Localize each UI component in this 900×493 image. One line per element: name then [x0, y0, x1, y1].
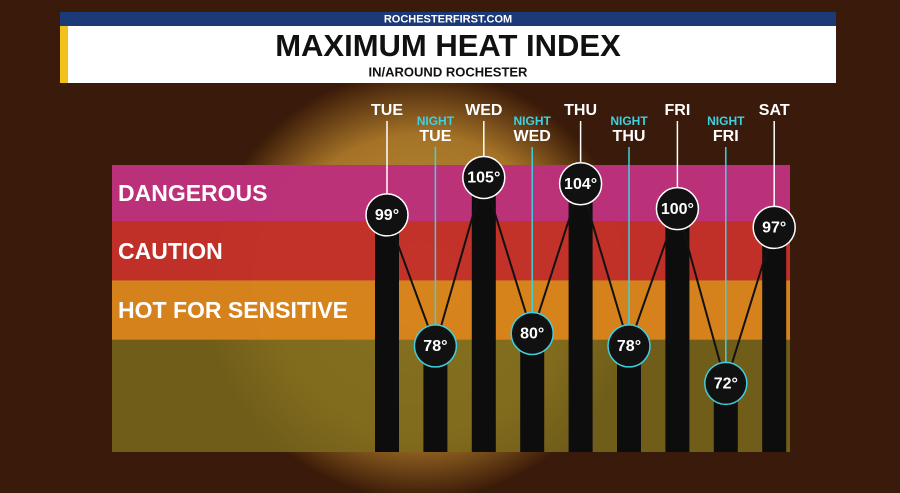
- value-marker: [365, 193, 409, 237]
- value-marker: [704, 361, 748, 406]
- bar: [375, 214, 399, 452]
- bar: [471, 177, 496, 452]
- value-marker: [752, 205, 796, 250]
- value-label: 100°: [661, 201, 694, 218]
- value-label: 104°: [564, 176, 597, 193]
- bar: [762, 227, 787, 452]
- bar: [568, 183, 593, 452]
- x-tick-label: WED: [465, 102, 502, 119]
- value-label: 105°: [467, 170, 500, 187]
- value-marker: [655, 186, 700, 231]
- night-label: NIGHT: [610, 114, 648, 128]
- bar: [665, 208, 690, 452]
- x-tick-label: TUE: [419, 128, 451, 145]
- night-label: NIGHT: [417, 114, 455, 128]
- value-label: 80°: [520, 326, 544, 343]
- value-marker: [607, 324, 651, 368]
- source: ROCHESTERFIRST.COM: [384, 13, 512, 25]
- x-tick-label: SAT: [759, 102, 790, 119]
- zone-label: CAUTION: [118, 238, 223, 264]
- title-box: [60, 26, 836, 83]
- value-label: 99°: [375, 207, 399, 224]
- value-label: 78°: [617, 338, 641, 355]
- header-bar: [60, 12, 836, 26]
- value-label: 72°: [714, 376, 738, 393]
- value-marker: [510, 311, 554, 356]
- x-tick-label: WED: [514, 128, 551, 145]
- x-tick-label: FRI: [713, 128, 739, 145]
- x-tick-label: FRI: [665, 102, 691, 119]
- chart-subtitle: IN/AROUND ROCHESTER: [369, 64, 529, 79]
- accent: [60, 26, 68, 83]
- x-tick-label: TUE: [371, 102, 403, 119]
- value-marker: [413, 324, 458, 368]
- zone-label: HOT FOR SENSITIVE: [118, 297, 348, 323]
- chart-title: MAXIMUM HEAT INDEX: [275, 28, 621, 63]
- zone-label: DANGEROUS: [118, 180, 268, 206]
- value-label: 78°: [423, 338, 447, 355]
- value-marker: [558, 161, 603, 206]
- value-label: 97°: [762, 220, 786, 237]
- night-label: NIGHT: [707, 114, 745, 128]
- night-label: NIGHT: [514, 114, 552, 128]
- x-tick-label: THU: [564, 102, 597, 119]
- x-tick-label: THU: [613, 128, 646, 145]
- value-marker: [462, 155, 506, 200]
